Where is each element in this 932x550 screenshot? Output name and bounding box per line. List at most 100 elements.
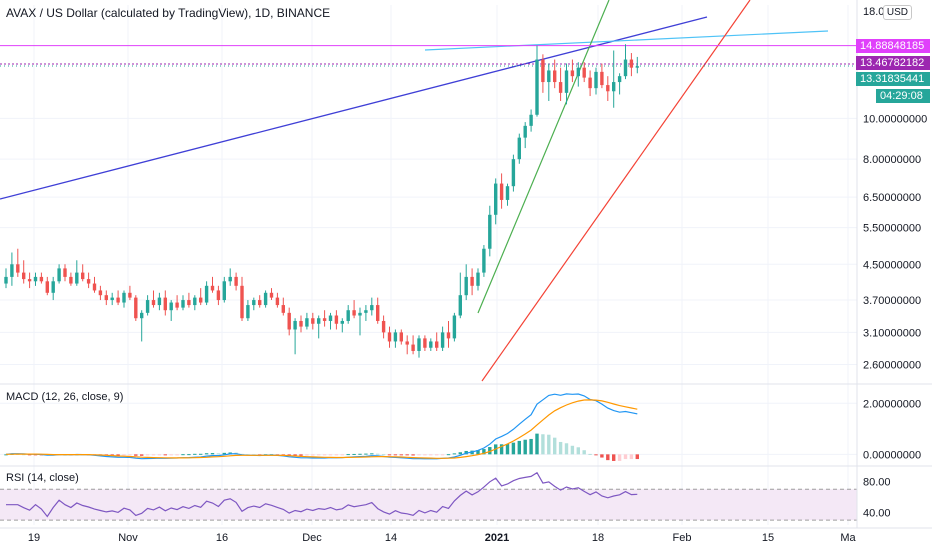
macd-histogram-bar xyxy=(293,454,297,456)
countdown-badge: 04:29:08 xyxy=(876,89,930,103)
macd-histogram-bar xyxy=(27,454,32,456)
candle xyxy=(440,326,445,351)
macd-histogram-bar xyxy=(352,453,356,455)
macd-histogram-bar xyxy=(157,454,162,456)
candle-body xyxy=(387,332,392,342)
candle xyxy=(128,285,132,301)
candle xyxy=(199,288,203,306)
candle-body xyxy=(405,341,409,345)
candle xyxy=(222,276,226,303)
candle-body xyxy=(346,310,350,321)
macd-histogram-bar xyxy=(623,454,628,460)
candle xyxy=(417,335,421,358)
macd-histogram-bar xyxy=(322,454,327,456)
candle-body xyxy=(352,310,356,316)
macd-histogram-bar xyxy=(606,454,610,461)
price-tick-label: 2.60000000 xyxy=(863,360,921,372)
candle xyxy=(69,272,73,286)
candle-body xyxy=(175,302,179,308)
candle-body xyxy=(606,85,610,92)
candle-body xyxy=(340,320,344,324)
candle xyxy=(63,264,67,282)
macd-histogram-bar xyxy=(535,433,539,455)
candle-body xyxy=(252,300,256,306)
macd-histogram-bar xyxy=(411,454,415,456)
candle-body xyxy=(51,281,55,293)
candle xyxy=(340,318,344,333)
price-tick-label: 6.50000000 xyxy=(863,192,921,204)
candle-body xyxy=(199,297,203,303)
candle-body xyxy=(4,276,8,284)
candle-body xyxy=(612,82,616,92)
candle xyxy=(553,59,557,89)
candle xyxy=(381,315,386,339)
candle xyxy=(16,248,20,277)
pane-separators xyxy=(0,383,932,467)
candle xyxy=(33,272,38,286)
macd-histogram-bar xyxy=(553,437,557,455)
candle-body xyxy=(258,300,262,306)
candle xyxy=(511,154,516,192)
time-tick-label: 19 xyxy=(28,532,40,544)
time-tick-label: 16 xyxy=(216,532,228,544)
candle xyxy=(10,252,14,286)
candle xyxy=(275,292,280,308)
candle xyxy=(494,178,498,225)
macd-histogram-bar xyxy=(199,453,203,455)
last-price-badge: 13.31835441 xyxy=(856,72,930,86)
candle-body xyxy=(588,77,592,89)
macd-line xyxy=(5,393,638,460)
candle-body xyxy=(617,76,622,83)
candle-body xyxy=(75,272,79,284)
candle xyxy=(51,276,55,301)
candle-body xyxy=(116,297,120,303)
candle-body xyxy=(482,248,486,273)
macd-histogram-bar xyxy=(346,454,350,456)
candle-body xyxy=(22,272,26,280)
candle-body xyxy=(140,312,144,319)
macd-histogram-bar xyxy=(317,454,321,456)
candle-body xyxy=(494,183,498,215)
macd-histogram-bar xyxy=(564,443,569,455)
candle xyxy=(299,315,303,333)
candle-body xyxy=(558,82,563,93)
candle-body xyxy=(364,310,368,313)
candle-body xyxy=(16,264,20,273)
candle-body xyxy=(328,315,333,321)
macd-histogram-bar xyxy=(287,454,291,456)
candle xyxy=(151,290,156,308)
candle xyxy=(45,276,49,296)
candle-body xyxy=(570,70,575,77)
time-tick-label: Dec xyxy=(302,532,322,544)
macd-histogram-bar xyxy=(4,454,8,456)
light-blue-trend-line xyxy=(424,30,829,51)
macd-histogram-bar xyxy=(576,447,580,455)
macd-histogram-bar xyxy=(181,454,185,456)
candle xyxy=(234,272,238,291)
macd-histogram-bar xyxy=(340,454,344,456)
candle xyxy=(281,297,285,316)
candle-body xyxy=(163,297,167,311)
macd-label: MACD (12, 26, close, 9) xyxy=(6,391,124,403)
macd-histogram-bar xyxy=(488,447,492,455)
price-tick-label: 3.10000000 xyxy=(863,327,921,339)
macd-histogram-bar xyxy=(582,450,586,455)
candle-body xyxy=(505,186,510,200)
candle xyxy=(370,297,374,316)
macd-histogram-bar xyxy=(328,454,333,456)
macd-histogram-bar xyxy=(635,454,639,460)
candle xyxy=(564,63,569,105)
candle-body xyxy=(234,276,238,286)
candle-body xyxy=(499,183,504,200)
rsi-pane: 80.00 40.00 xyxy=(6,471,891,519)
currency-button[interactable]: USD xyxy=(882,5,912,20)
candle xyxy=(387,326,392,348)
candle-body xyxy=(151,300,156,306)
candle-body xyxy=(281,305,285,313)
macd-histogram-bar xyxy=(476,450,480,455)
candle-body xyxy=(222,281,226,301)
candle xyxy=(311,312,315,330)
candle xyxy=(588,70,592,97)
macd-histogram-bar xyxy=(145,454,150,456)
